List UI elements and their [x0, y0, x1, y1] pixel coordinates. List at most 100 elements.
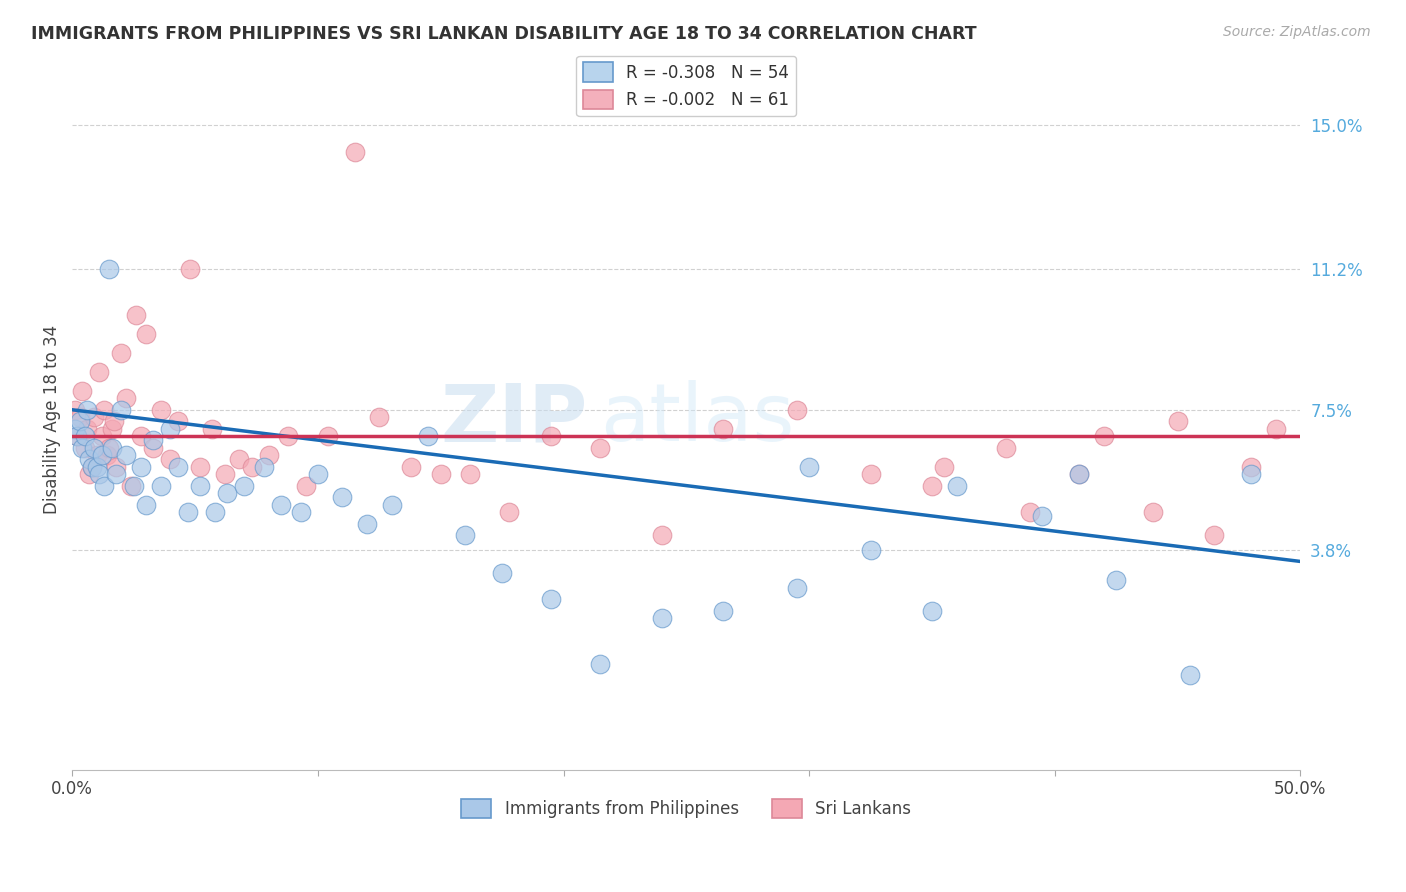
Point	[93, 402, 115, 417]
Point	[1240, 467, 1263, 482]
Text: Source: ZipAtlas.com: Source: ZipAtlas.com	[1223, 25, 1371, 39]
Point	[1069, 467, 1091, 482]
Point	[79, 452, 101, 467]
Point	[994, 441, 1017, 455]
Point	[399, 459, 422, 474]
Point	[786, 581, 808, 595]
Point	[332, 490, 354, 504]
Point	[110, 402, 132, 417]
Point	[294, 478, 316, 492]
Point	[1167, 414, 1189, 428]
Point	[253, 459, 276, 474]
Point	[93, 478, 115, 492]
Point	[380, 498, 402, 512]
Point	[80, 459, 103, 474]
Point	[83, 410, 105, 425]
Point	[290, 505, 312, 519]
Point	[945, 478, 967, 492]
Point	[135, 326, 157, 341]
Point	[859, 543, 882, 558]
Point	[142, 441, 165, 455]
Point	[368, 410, 391, 425]
Point	[277, 429, 299, 443]
Point	[429, 467, 451, 482]
Point	[1031, 508, 1053, 523]
Point	[90, 448, 112, 462]
Point	[83, 441, 105, 455]
Point	[69, 410, 91, 425]
Point	[70, 441, 93, 455]
Point	[711, 422, 734, 436]
Y-axis label: Disability Age 18 to 34: Disability Age 18 to 34	[44, 325, 60, 514]
Point	[201, 422, 224, 436]
Point	[149, 402, 172, 417]
Point	[115, 448, 138, 462]
Point	[110, 346, 132, 360]
Point	[215, 486, 238, 500]
Point	[100, 422, 122, 436]
Text: IMMIGRANTS FROM PHILIPPINES VS SRI LANKAN DISABILITY AGE 18 TO 34 CORRELATION CH: IMMIGRANTS FROM PHILIPPINES VS SRI LANKA…	[31, 25, 977, 43]
Point	[89, 365, 111, 379]
Point	[797, 459, 820, 474]
Point	[651, 611, 673, 625]
Point	[90, 429, 112, 443]
Point	[343, 145, 366, 159]
Point	[589, 441, 612, 455]
Point	[458, 467, 481, 482]
Point	[70, 384, 93, 398]
Point	[1240, 459, 1263, 474]
Point	[228, 452, 250, 467]
Point	[214, 467, 236, 482]
Point	[96, 448, 118, 462]
Point	[63, 422, 86, 436]
Point	[921, 478, 943, 492]
Point	[103, 414, 125, 428]
Point	[1092, 429, 1115, 443]
Point	[76, 402, 98, 417]
Point	[135, 498, 157, 512]
Point	[257, 448, 280, 462]
Point	[159, 452, 181, 467]
Point	[105, 459, 128, 474]
Point	[651, 528, 673, 542]
Point	[589, 657, 612, 671]
Point	[356, 516, 378, 531]
Point	[1019, 505, 1042, 519]
Point	[454, 528, 477, 542]
Point	[307, 467, 329, 482]
Point	[921, 604, 943, 618]
Point	[80, 459, 103, 474]
Point	[115, 392, 138, 406]
Point	[179, 262, 201, 277]
Point	[73, 441, 96, 455]
Point	[129, 459, 152, 474]
Point	[188, 478, 211, 492]
Point	[86, 448, 108, 462]
Point	[149, 478, 172, 492]
Text: ZIP: ZIP	[441, 380, 588, 458]
Point	[73, 429, 96, 443]
Point	[1069, 467, 1091, 482]
Point	[1178, 668, 1201, 682]
Legend: Immigrants from Philippines, Sri Lankans: Immigrants from Philippines, Sri Lankans	[454, 792, 918, 825]
Point	[76, 422, 98, 436]
Point	[1105, 574, 1128, 588]
Point	[188, 459, 211, 474]
Point	[125, 308, 148, 322]
Point	[105, 467, 128, 482]
Point	[540, 429, 562, 443]
Point	[89, 467, 111, 482]
Point	[66, 429, 89, 443]
Point	[100, 441, 122, 455]
Point	[129, 429, 152, 443]
Point	[1204, 528, 1226, 542]
Point	[204, 505, 226, 519]
Point	[270, 498, 292, 512]
Point	[122, 478, 145, 492]
Point	[66, 429, 89, 443]
Point	[859, 467, 882, 482]
Point	[166, 459, 188, 474]
Text: atlas: atlas	[600, 380, 794, 458]
Point	[418, 429, 440, 443]
Point	[1264, 422, 1286, 436]
